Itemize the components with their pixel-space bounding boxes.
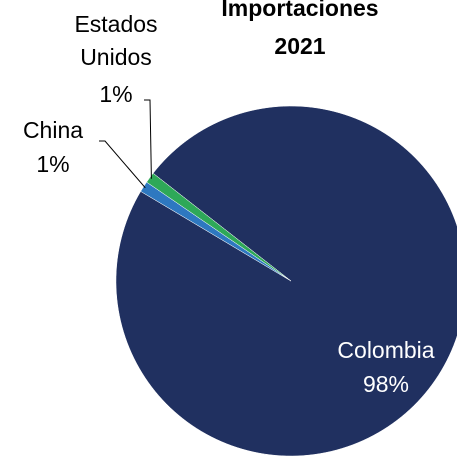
- slice-label-estados-unidos-name-line-2: Unidos: [80, 44, 152, 70]
- slice-label-china-name: China: [23, 117, 83, 143]
- pie-slice-estados-unidos: [146, 172, 292, 282]
- slice-label-colombia-name: Colombia: [337, 337, 434, 363]
- leader-line-estados-unidos: [144, 99, 152, 179]
- chart-title-line-1: Importaciones: [221, 0, 378, 21]
- leader-lines-layer: [99, 99, 152, 189]
- leader-line-china: [99, 140, 146, 189]
- slice-label-estados-unidos-percent: 1%: [99, 81, 132, 107]
- slices-layer: [115, 105, 457, 457]
- slice-label-estados-unidos-name-line-1: Estados: [74, 11, 157, 37]
- chart-title-line-2: 2021: [274, 33, 325, 59]
- slice-label-colombia-percent: 98%: [363, 371, 409, 397]
- pie-slice-colombia: [115, 105, 457, 457]
- slice-label-china-percent: 1%: [36, 151, 69, 177]
